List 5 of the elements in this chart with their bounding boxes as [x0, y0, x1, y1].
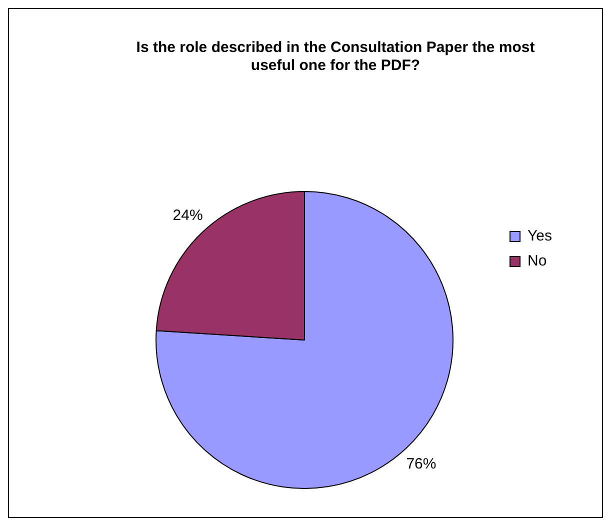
legend-label: Yes — [528, 228, 552, 245]
data-label: 76% — [406, 455, 436, 472]
data-label: 24% — [172, 206, 203, 224]
chart-title: Is the role described in the Consultation Paper the most useful one for the PDF? — [136, 39, 535, 74]
legend-label: No — [528, 252, 547, 270]
